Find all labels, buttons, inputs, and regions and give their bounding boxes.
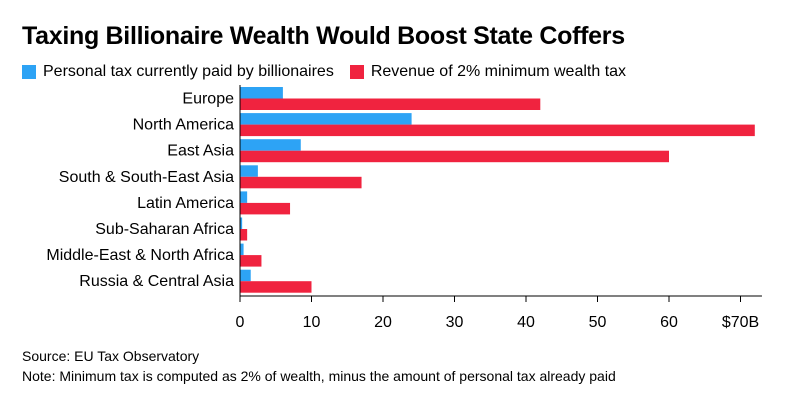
note-text: Note: Minimum tax is computed as 2% of w… [22, 368, 616, 384]
x-tick-label-20: 20 [374, 314, 392, 331]
x-tick-label-60: 60 [660, 314, 678, 331]
legend-swatch-personal-tax [22, 65, 36, 79]
chart-title: Taxing Billionaire Wealth Would Boost St… [22, 22, 625, 50]
bar-russia-central-asia-wealth-tax [240, 281, 312, 293]
category-label-latin-america: Latin America [137, 195, 234, 212]
category-label-middle-east-north-africa: Middle-East & North Africa [46, 247, 234, 264]
legend-item-wealth-tax: Revenue of 2% minimum wealth tax [349, 63, 627, 81]
bar-europe-wealth-tax [240, 98, 541, 110]
bar-sub-saharan-africa-personal-tax [240, 217, 243, 229]
legend-label-wealth-tax: Revenue of 2% minimum wealth tax [370, 63, 627, 80]
category-label-south-south-east-asia: South & South-East Asia [59, 169, 234, 186]
bar-europe-personal-tax [240, 87, 283, 99]
chart-legend: Personal tax currently paid by billionai… [22, 63, 642, 81]
bar-latin-america-wealth-tax [240, 202, 291, 215]
bar-latin-america-personal-tax [240, 191, 248, 203]
bar-sub-saharan-africa-wealth-tax [240, 229, 248, 241]
bar-east-asia-personal-tax [240, 139, 301, 151]
bar-north-america-wealth-tax [240, 124, 755, 137]
category-label-russia-central-asia: Russia & Central Asia [79, 273, 234, 290]
category-label-north-america: North America [133, 117, 234, 134]
category-label-sub-saharan-africa: Sub-Saharan Africa [95, 221, 234, 238]
bar-north-america-personal-tax [240, 113, 412, 125]
x-tick-label-70: $70B [722, 314, 759, 331]
category-label-europe: Europe [182, 91, 234, 108]
bar-east-asia-wealth-tax [240, 150, 669, 163]
bar-middle-east-north-africa-wealth-tax [240, 255, 262, 267]
x-tick-label-50: 50 [589, 314, 607, 331]
legend-swatch-wealth-tax [349, 65, 364, 79]
x-tick-label-30: 30 [446, 314, 464, 331]
source-text: Source: EU Tax Observatory [22, 348, 200, 364]
category-label-east-asia: East Asia [167, 143, 234, 160]
legend-label-personal-tax: Personal tax currently paid by billionai… [43, 63, 334, 80]
bar-middle-east-north-africa-personal-tax [240, 243, 244, 256]
x-tick-label-10: 10 [303, 314, 321, 331]
legend-item-personal-tax: Personal tax currently paid by billionai… [22, 63, 334, 81]
bar-south-south-east-asia-wealth-tax [240, 176, 362, 189]
bar-south-south-east-asia-personal-tax [240, 165, 258, 177]
x-tick-label-0: 0 [236, 314, 245, 331]
x-tick-label-40: 40 [517, 314, 535, 331]
bar-russia-central-asia-personal-tax [240, 269, 251, 282]
